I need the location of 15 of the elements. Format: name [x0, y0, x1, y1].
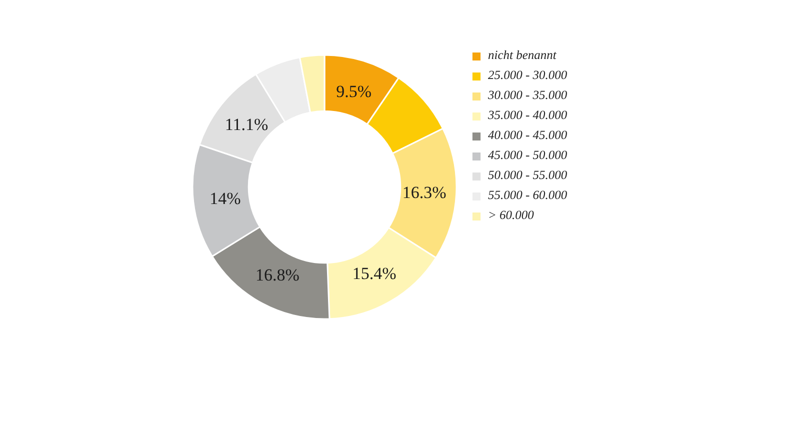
- legend-label: 40.000 - 45.000: [488, 128, 568, 143]
- legend-label: 55.000 - 60.000: [488, 188, 568, 203]
- legend-label: 50.000 - 55.000: [488, 168, 568, 183]
- legend-label: > 60.000: [488, 208, 534, 223]
- data-label: 14%: [210, 188, 241, 208]
- data-label: 9.5%: [336, 82, 372, 101]
- legend-label: 45.000 - 50.000: [488, 148, 568, 163]
- data-label: 15.4%: [352, 264, 396, 284]
- legend-label: 30.000 - 35.000: [488, 88, 568, 103]
- legend-label: nicht benannt: [488, 48, 556, 63]
- data-label: 11.1%: [224, 115, 268, 134]
- data-label: 16.3%: [402, 182, 446, 202]
- data-label: 16.8%: [256, 266, 300, 285]
- legend-label: 25.000 - 30.000: [488, 68, 568, 83]
- legend-label: 35.000 - 40.000: [488, 108, 568, 123]
